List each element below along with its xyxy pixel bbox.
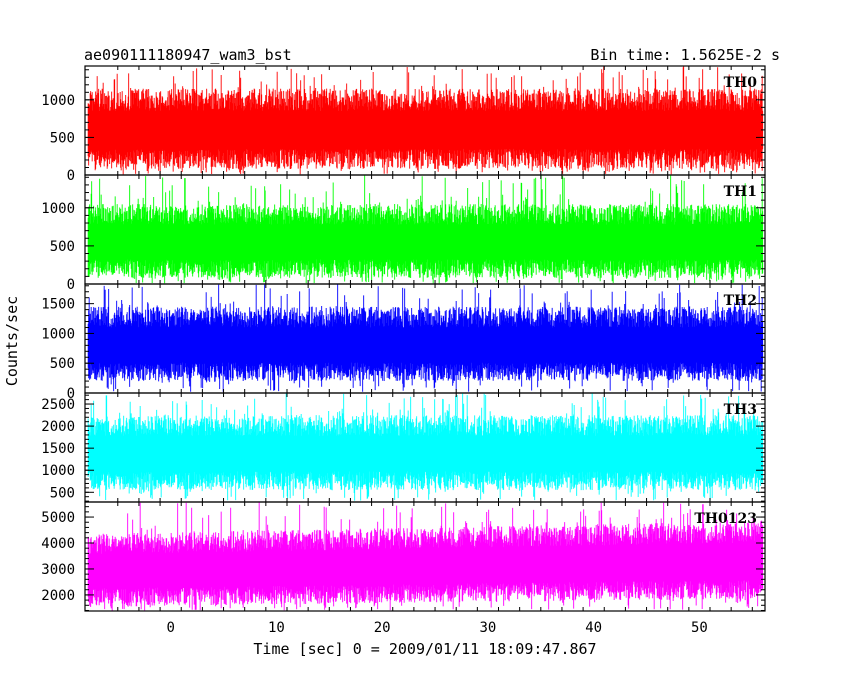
data-trace-th2 bbox=[87, 284, 764, 392]
y-tick-label: 1500 bbox=[41, 441, 75, 457]
y-tick-label: 1000 bbox=[41, 93, 75, 109]
panel-th1: 0 500 1000 TH1 bbox=[41, 174, 766, 293]
y-tick-label: 500 bbox=[50, 485, 75, 501]
y-tick-label: 1000 bbox=[41, 201, 75, 217]
panel-th0123: 2000 3000 4000 5000 TH0123 0 10 20 30 40 50 bbox=[41, 501, 766, 636]
panel-label: TH0 bbox=[724, 75, 758, 91]
panel-label: TH3 bbox=[724, 402, 757, 418]
y-tick-label: 500 bbox=[50, 239, 75, 255]
x-tick-label: 40 bbox=[585, 620, 602, 636]
y-tick-label: 0 bbox=[67, 277, 75, 293]
x-axis-label: Time [sec] 0 = 2009/01/11 18:09:47.867 bbox=[253, 640, 596, 658]
y-tick-label: 500 bbox=[50, 130, 75, 146]
y-axis-label: Counts/sec bbox=[3, 296, 21, 386]
panel-label: TH1 bbox=[724, 184, 757, 200]
y-tick-label: 4000 bbox=[41, 536, 75, 552]
panel-label: TH2 bbox=[724, 293, 757, 309]
chart-title: ae090111180947_wam3_bst bbox=[84, 46, 292, 64]
y-tick-label: 500 bbox=[50, 356, 75, 372]
x-tick-label: 50 bbox=[691, 620, 708, 636]
data-trace-th0 bbox=[87, 66, 764, 175]
x-tick-label: 30 bbox=[479, 620, 496, 636]
y-tick-label: 1500 bbox=[41, 297, 75, 313]
panel-label: TH0123 bbox=[694, 511, 757, 527]
bin-time-label: Bin time: 1.5625E-2 s bbox=[590, 46, 780, 64]
data-trace-th3 bbox=[87, 393, 764, 501]
x-tick-label: 0 bbox=[166, 620, 174, 636]
data-trace-th1 bbox=[87, 175, 764, 284]
panel-th0: 0 500 1000 TH0 bbox=[41, 65, 766, 184]
y-tick-label: 0 bbox=[67, 386, 75, 402]
data-trace-th0123 bbox=[87, 502, 764, 611]
y-tick-label: 1000 bbox=[41, 463, 75, 479]
y-tick-label: 2000 bbox=[41, 588, 75, 604]
panel-th2: 0 500 1000 1500 TH2 bbox=[41, 283, 766, 402]
x-tick-label: 10 bbox=[268, 620, 285, 636]
y-tick-label: 1000 bbox=[41, 326, 75, 342]
panel-th3: 500 1000 1500 2000 2500 TH3 bbox=[41, 392, 766, 503]
y-tick-label: 3000 bbox=[41, 562, 75, 578]
panel-frame bbox=[84, 501, 766, 612]
y-tick-label: 0 bbox=[67, 168, 75, 184]
y-tick-label: 2500 bbox=[41, 397, 75, 413]
y-tick-label: 2000 bbox=[41, 419, 75, 435]
x-tick-label: 20 bbox=[374, 620, 391, 636]
y-tick-label: 5000 bbox=[41, 510, 75, 526]
